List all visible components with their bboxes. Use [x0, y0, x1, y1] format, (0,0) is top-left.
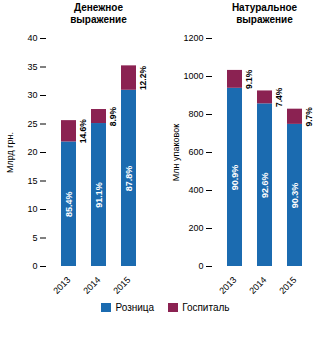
- svg-text:15: 15: [27, 176, 37, 186]
- svg-text:1200: 1200: [183, 33, 203, 43]
- svg-text:0: 0: [32, 261, 37, 271]
- svg-text:25: 25: [27, 119, 37, 129]
- html-text:Розница: Розница: [115, 302, 155, 313]
- svg-text:2013: 2013: [217, 275, 238, 296]
- svg-text:85.4%: 85.4%: [64, 191, 74, 217]
- svg-text:9.1%: 9.1%: [244, 69, 254, 89]
- html-text:Натуральное выражение: Натуральное выражение: [231, 2, 298, 25]
- svg-text:5: 5: [32, 233, 37, 243]
- svg-text:87.8%: 87.8%: [124, 166, 134, 192]
- svg-text:1000: 1000: [183, 71, 203, 81]
- svg-text:Млн упаковок: Млн упаковок: [171, 124, 181, 181]
- svg-text:90.3%: 90.3%: [290, 183, 300, 209]
- svg-text:Млрд грн.: Млрд грн.: [5, 132, 15, 173]
- svg-text:14.6%: 14.6%: [78, 119, 88, 144]
- svg-text:90.9%: 90.9%: [230, 165, 240, 191]
- svg-text:2015: 2015: [111, 275, 132, 296]
- svg-text:91.1%: 91.1%: [94, 182, 104, 208]
- svg-text:2014: 2014: [247, 275, 268, 296]
- svg-text:600: 600: [188, 147, 203, 157]
- svg-text:20: 20: [27, 147, 37, 157]
- svg-text:0: 0: [198, 261, 203, 271]
- svg-text:35: 35: [27, 62, 37, 72]
- html-text:Денежное выражение: Денежное выражение: [70, 2, 127, 25]
- svg-text:9.7%: 9.7%: [304, 107, 314, 127]
- svg-text:8.9%: 8.9%: [108, 106, 118, 126]
- svg-text:200: 200: [188, 223, 203, 233]
- svg-text:40: 40: [27, 33, 37, 43]
- svg-text:10: 10: [27, 204, 37, 214]
- svg-text:12.2%: 12.2%: [138, 66, 148, 91]
- svg-text:400: 400: [188, 185, 203, 195]
- svg-text:2015: 2015: [277, 275, 298, 296]
- svg-text:2014: 2014: [81, 275, 102, 296]
- svg-text:800: 800: [188, 109, 203, 119]
- svg-text:92.6%: 92.6%: [260, 172, 270, 198]
- html-text:Госпиталь: Госпиталь: [182, 302, 230, 313]
- svg-text:2013: 2013: [51, 275, 72, 296]
- svg-text:7.4%: 7.4%: [274, 87, 284, 107]
- svg-text:30: 30: [27, 90, 37, 100]
